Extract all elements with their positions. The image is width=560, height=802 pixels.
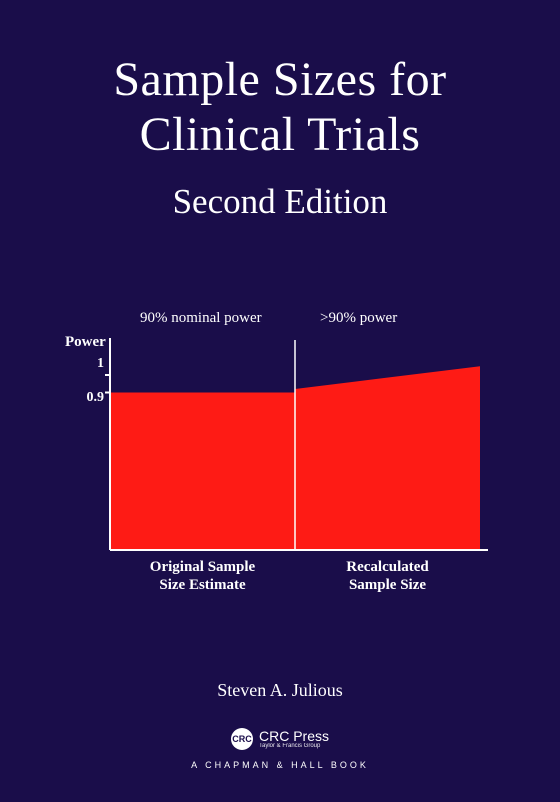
x-label-right: RecalculatedSample Size [295, 558, 480, 594]
y-tick-1: 1 [88, 356, 104, 372]
publisher-tagline: Taylor & Francis Group [259, 743, 329, 749]
chart-top-label-right: >90% power [320, 310, 397, 327]
crc-logo-icon: CRC [231, 728, 253, 750]
y-axis-title: Power [65, 334, 106, 351]
subtitle: Second Edition [0, 182, 560, 222]
chart-top-label-left: 90% nominal power [140, 310, 262, 327]
title-line-1: Sample Sizes for [0, 52, 560, 107]
title-block: Sample Sizes for Clinical Trials Second … [0, 0, 560, 222]
imprint-line: A CHAPMAN & HALL BOOK [0, 760, 560, 770]
power-chart: 90% nominal power >90% power Power 1 0.9… [70, 310, 490, 610]
publisher-name: CRC Press [259, 729, 329, 743]
author-name: Steven A. Julious [0, 680, 560, 701]
publisher-logo-row: CRC CRC Press Taylor & Francis Group [231, 728, 329, 750]
publisher-block: CRC CRC Press Taylor & Francis Group A C… [0, 728, 560, 770]
y-tick-09: 0.9 [80, 390, 104, 406]
publisher-text: CRC Press Taylor & Francis Group [259, 729, 329, 749]
x-label-left: Original SampleSize Estimate [110, 558, 295, 594]
title-line-2: Clinical Trials [0, 107, 560, 162]
